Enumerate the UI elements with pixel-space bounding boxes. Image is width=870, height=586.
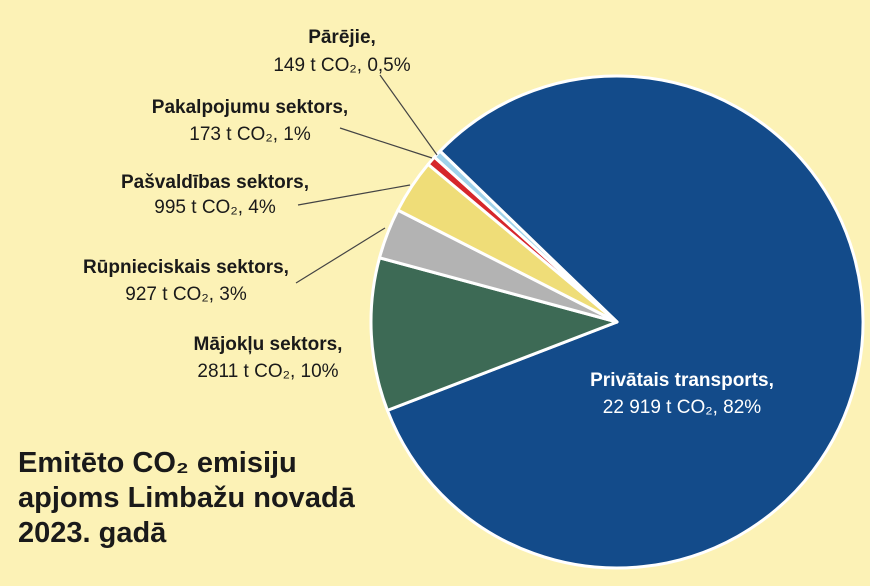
value-label: 927 t CO₂, 3%	[125, 284, 247, 305]
leader-line	[297, 184, 411, 206]
pie-slice	[432, 149, 619, 324]
slice-name: Pašvaldības sektors,	[121, 172, 309, 193]
slice-name: Mājokļu sektors,	[194, 334, 343, 355]
chart-title: Emitēto CO₂ emisiju apjoms Limbažu novad…	[18, 447, 355, 549]
value-label: 149 t CO₂, 0,5%	[273, 55, 410, 76]
pie-slice	[369, 256, 619, 412]
value-label: 173 t CO₂, 1%	[189, 124, 311, 145]
slice-name: Rūpnieciskais sektors,	[83, 257, 289, 278]
value-label: 22 919 t CO₂, 82%	[603, 397, 762, 418]
slice-name: Privātais transports,	[590, 370, 774, 391]
pie-slice	[385, 74, 865, 570]
slice-name: Pārējie,	[308, 27, 376, 48]
slice-name: Pakalpojumu sektors,	[152, 97, 348, 118]
value-label: 2811 t CO₂, 10%	[197, 361, 338, 382]
leader-line	[339, 127, 433, 159]
leader-line	[295, 227, 386, 284]
leader-line	[379, 74, 438, 156]
value-label: 995 t CO₂, 4%	[154, 197, 276, 218]
